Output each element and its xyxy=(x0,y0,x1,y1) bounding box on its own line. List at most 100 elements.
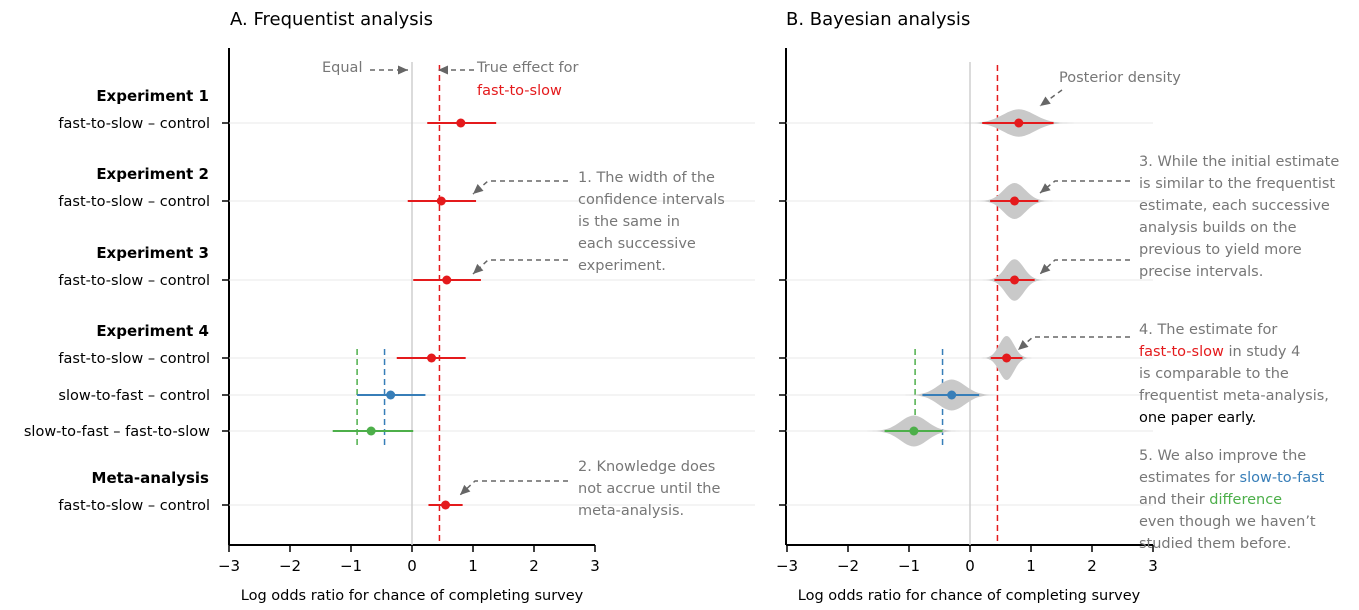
row-label: fast-to-slow – control xyxy=(58,116,210,132)
annotation-5-segment-green: difference xyxy=(1209,492,1282,508)
frequentist-estimate-point-fast-to-slow xyxy=(436,196,446,206)
true-effect-series-label: fast-to-slow xyxy=(477,83,562,99)
annotation-4-line: one paper early. xyxy=(1139,410,1256,426)
bayesian-x-tick-label: −1 xyxy=(898,557,920,575)
frequentist-x-tick-label: 3 xyxy=(590,557,600,575)
annotation-4-segment: 4. The estimate for xyxy=(1139,322,1277,338)
equal-arrow-head xyxy=(398,65,408,75)
annotation-3-arrow-bottom-head xyxy=(1040,263,1051,274)
annotation-5-line: 5. We also improve the xyxy=(1139,448,1306,464)
annotation-1-line: experiment. xyxy=(578,258,666,274)
frequentist-estimate-point-fast-to-slow xyxy=(442,275,452,285)
annotation-1-line: is the same in xyxy=(578,214,680,230)
annotation-3-line: estimate, each successive xyxy=(1139,198,1330,214)
annotation-5-line: studied them before. xyxy=(1139,536,1291,552)
group-label: Experiment 3 xyxy=(96,244,209,262)
bayesian-estimate-point-fast-to-slow xyxy=(1010,275,1020,285)
row-label: slow-to-fast – control xyxy=(58,388,210,404)
frequentist-estimate-point-fast-to-slow xyxy=(441,500,451,510)
annotation-2-line: not accrue until the xyxy=(578,481,720,497)
annotation-4-line: 4. The estimate for xyxy=(1139,322,1277,338)
bayesian-x-tick-label: 2 xyxy=(1087,557,1097,575)
annotation-4-line: frequentist meta-analysis, xyxy=(1139,388,1329,404)
annotation-1-arrow-bottom xyxy=(472,259,568,275)
posterior-density-annotation: Posterior density xyxy=(1059,70,1181,86)
true-effect-arrow-head xyxy=(438,65,448,75)
annotation-4-arrow-head xyxy=(1018,340,1029,350)
annotation-4-segment-black: one paper early. xyxy=(1139,410,1256,426)
annotation-4-segment: frequentist meta-analysis, xyxy=(1139,388,1329,404)
bayesian-x-tick-label: −3 xyxy=(776,557,798,575)
annotation-5-segment: 5. We also improve the xyxy=(1139,448,1306,464)
frequentist-x-axis-label: Log odds ratio for chance of completing … xyxy=(241,588,584,604)
bayesian-panel: B. Bayesian analysis Log odds ratio for … xyxy=(776,9,1339,604)
annotation-5-line: estimates for slow-to-fast xyxy=(1139,470,1325,486)
annotation-4-segment-red: fast-to-slow xyxy=(1139,344,1224,360)
bayesian-estimate-point-slow-to-fast xyxy=(947,390,957,400)
frequentist-x-tick-label: 0 xyxy=(407,557,417,575)
frequentist-x-tick-label: 1 xyxy=(468,557,478,575)
bayesian-estimate-point-fast-to-slow xyxy=(1002,353,1012,363)
annotation-1-line: 1. The width of the xyxy=(578,170,715,186)
annotation-2-arrow-head xyxy=(460,484,471,495)
annotation-4-segment: is comparable to the xyxy=(1139,366,1289,382)
annotation-4-line: is comparable to the xyxy=(1139,366,1289,382)
annotation-3-line: analysis builds on the xyxy=(1139,220,1297,236)
frequentist-estimate-point-fast-to-slow xyxy=(456,118,466,128)
bayesian-estimate-point-fast-to-slow xyxy=(1014,118,1024,128)
bayesian-estimate-point-difference xyxy=(909,426,919,436)
frequentist-x-tick-label: −2 xyxy=(279,557,301,575)
true-effect-annotation: True effect for xyxy=(476,60,578,76)
annotation-3-line: 3. While the initial estimate xyxy=(1139,154,1339,170)
bayesian-x-tick-label: −2 xyxy=(837,557,859,575)
row-label: slow-to-fast – fast-to-slow xyxy=(24,424,210,440)
annotation-3-line: previous to yield more xyxy=(1139,242,1302,258)
annotation-4-arrow xyxy=(1017,336,1130,351)
frequentist-title: A. Frequentist analysis xyxy=(230,9,433,30)
annotation-3-arrow-top-head xyxy=(1040,183,1051,193)
annotation-5-segment: studied them before. xyxy=(1139,536,1291,552)
bayesian-x-tick-label: 3 xyxy=(1148,557,1158,575)
annotation-1-line: confidence intervals xyxy=(578,192,725,208)
bayesian-estimate-point-fast-to-slow xyxy=(1010,196,1020,206)
annotation-1-line: each successive xyxy=(578,236,696,252)
frequentist-panel: A. Frequentist analysis Log odds ratio f… xyxy=(24,9,755,604)
annotation-3-line: precise intervals. xyxy=(1139,264,1263,280)
annotation-5-segment: even though we haven’t xyxy=(1139,514,1316,530)
bayesian-x-tick-label: 1 xyxy=(1026,557,1036,575)
row-label: fast-to-slow – control xyxy=(58,194,210,210)
annotation-3-arrow-top xyxy=(1039,180,1130,194)
frequentist-estimate-point-difference xyxy=(366,426,376,436)
annotation-5-segment: and their xyxy=(1139,492,1209,508)
annotation-5-line: even though we haven’t xyxy=(1139,514,1316,530)
annotation-1-arrow-top-head xyxy=(473,184,484,194)
row-label: fast-to-slow – control xyxy=(58,273,210,289)
annotation-2-arrow xyxy=(459,480,568,496)
frequentist-x-tick-label: −3 xyxy=(218,557,240,575)
annotation-5-segment-blue: slow-to-fast xyxy=(1240,470,1325,486)
group-label: Experiment 4 xyxy=(96,322,209,340)
frequentist-estimate-point-slow-to-fast xyxy=(386,390,396,400)
annotation-2-line: 2. Knowledge does xyxy=(578,459,715,475)
annotation-5-segment: estimates for xyxy=(1139,470,1240,486)
group-label: Experiment 2 xyxy=(96,165,209,183)
annotation-5-line: and their difference xyxy=(1139,492,1282,508)
annotation-3-line: is similar to the frequentist xyxy=(1139,176,1335,192)
group-label: Experiment 1 xyxy=(96,87,209,105)
annotation-1-arrow-top xyxy=(472,180,568,195)
frequentist-estimate-point-fast-to-slow xyxy=(427,353,437,363)
bayesian-x-axis-label: Log odds ratio for chance of completing … xyxy=(798,588,1141,604)
annotation-4-segment: in study 4 xyxy=(1224,344,1301,360)
row-label: fast-to-slow – control xyxy=(58,498,210,514)
posterior-density-arrow-head xyxy=(1040,96,1051,106)
bayesian-title: B. Bayesian analysis xyxy=(786,9,970,30)
frequentist-x-tick-label: −1 xyxy=(340,557,362,575)
row-label: fast-to-slow – control xyxy=(58,351,210,367)
group-label: Meta-analysis xyxy=(92,469,210,487)
annotation-3-arrow-bottom xyxy=(1039,259,1130,275)
frequentist-x-tick-label: 2 xyxy=(529,557,539,575)
annotation-1-arrow-bottom-head xyxy=(473,263,484,274)
equal-annotation: Equal xyxy=(322,60,362,76)
bayesian-x-tick-label: 0 xyxy=(965,557,975,575)
